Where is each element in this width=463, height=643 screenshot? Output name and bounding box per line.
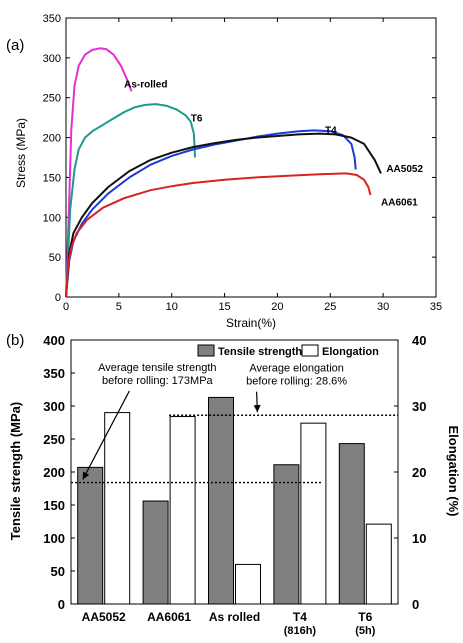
series-label-aa6061: AA6061 — [381, 197, 418, 208]
panel-b-left-tick-label: 200 — [43, 465, 65, 480]
panel-a-x-tick-label: 5 — [116, 301, 122, 313]
category-label-line: (5h) — [355, 625, 376, 637]
legend-swatch-tensile-strength — [197, 344, 215, 357]
panel-b-right-tick-label: 40 — [412, 333, 426, 348]
panel-a-y-tick-label: 0 — [55, 292, 61, 304]
bar-tensile-strength — [273, 464, 300, 605]
panel-b-left-tick-label: 50 — [51, 564, 65, 579]
series-line-aa5052 — [65, 132, 382, 298]
annotation-text-line: before rolling: 173MPa — [102, 375, 214, 387]
category-label-line: (816h) — [284, 625, 317, 637]
annotation-text-line: Average elongation — [249, 363, 344, 375]
panel-a-y-tick-label: 100 — [43, 212, 61, 224]
panel-b-y2-axis-label: Elongation (%) — [446, 426, 461, 517]
series-line-aa6061 — [65, 172, 372, 298]
panel-a-x-tick-label: 15 — [218, 301, 230, 313]
panel-b-right-tick-label: 0 — [412, 597, 419, 612]
series-line-t6 — [65, 103, 196, 298]
panel-a-axes — [65, 17, 437, 298]
category-label: T4 (816h) — [284, 610, 317, 637]
bar-elongation — [235, 563, 261, 605]
category-label: AA6061 — [147, 610, 191, 624]
annotation-text: Average tensile strength before rolling: … — [98, 362, 216, 387]
annotation-arrow — [253, 391, 261, 413]
panel-a-y-tick-label: 250 — [43, 93, 61, 105]
annotation-text-line: before rolling: 28.6% — [246, 376, 347, 388]
panel-a-plot-frame — [65, 17, 437, 298]
series-label-as-rolled: As-rolled — [124, 79, 167, 90]
panel-b-left-tick-label: 0 — [58, 597, 65, 612]
annotation-text-line: Average tensile strength — [98, 362, 216, 374]
panel-a-y-tick-label: 200 — [43, 133, 61, 145]
panel-b-label: (b) — [6, 332, 24, 349]
series-label-t4: T4 — [325, 126, 337, 137]
panel-a-x-tick-label: 10 — [166, 301, 178, 313]
panel-a-y-tick-label: 300 — [43, 53, 61, 65]
bar-tensile-strength — [142, 500, 169, 605]
category-label: As rolled — [209, 610, 260, 624]
panel-b-y-axis-label: Tensile strength (MPa) — [8, 402, 23, 540]
panel-a-x-tick-label: 20 — [271, 301, 283, 313]
panel-b-right-tick-label: 10 — [412, 531, 426, 546]
panel-b-category-labels: AA5052 AA6061 As rolled T4 (816h) T6 (5h) — [82, 610, 376, 637]
category-label-line: AA6061 — [147, 610, 191, 624]
series-label-aa5052: AA5052 — [386, 164, 423, 175]
panel-a-y-tick-label: 350 — [43, 13, 61, 25]
panel-a-y-tick-label: 150 — [43, 172, 61, 184]
annotation-text: Average elongation before rolling: 28.6% — [246, 363, 347, 388]
panel-b-left-tick-label: 100 — [43, 531, 65, 546]
panel-b-left-tick-label: 150 — [43, 498, 65, 513]
panel-b-ticks: 0 50 100 150 200 250 300 350 400 0 10 20 30 40 — [43, 333, 426, 612]
bar-elongation — [169, 416, 196, 605]
panel-b-left-tick-label: 250 — [43, 432, 65, 447]
category-label-line: T4 — [293, 610, 307, 624]
bar-elongation — [365, 523, 392, 605]
category-label-line: As rolled — [209, 610, 260, 624]
panel-a-x-tick-label: 30 — [377, 301, 389, 313]
category-label-line: T6 — [358, 610, 372, 624]
bar-elongation — [104, 412, 131, 605]
panel-a-x-tick-label: 0 — [63, 301, 69, 313]
panel-b-legend: Tensile strength Elongation — [197, 344, 379, 358]
panel-a-y-axis-label: Stress (MPa) — [14, 118, 28, 188]
bar-tensile-strength — [77, 466, 104, 605]
panel-a-y-tick-label: 50 — [49, 252, 61, 264]
panel-b-annotations: Average tensile strength before rolling: … — [82, 362, 347, 480]
category-label: AA5052 — [82, 610, 126, 624]
annotation-arrow — [82, 390, 130, 480]
panel-a-x-axis-label: Strain(%) — [226, 316, 276, 330]
panel-b-left-tick-label: 350 — [43, 366, 65, 381]
panel-a-label: (a) — [6, 37, 24, 54]
panel-b-bars — [77, 396, 392, 605]
series-label-t6: T6 — [191, 114, 203, 125]
panel-b-right-tick-label: 30 — [412, 399, 426, 414]
bar-tensile-strength — [338, 443, 365, 605]
panel-b-bar-chart: (b) Tensile strength (MPa) Elongation (%… — [6, 332, 461, 637]
panel-a-series-labels: As-rolled T6 T4 AA5052 AA6061 — [124, 79, 423, 208]
panel-a-x-tick-label: 25 — [324, 301, 336, 313]
legend-swatch-elongation — [301, 344, 319, 357]
series-line-as-rolled — [65, 47, 133, 298]
legend-label-tensile-strength: Tensile strength — [218, 346, 302, 358]
panel-a-series — [65, 47, 382, 298]
panel-b-left-tick-label: 400 — [43, 333, 65, 348]
category-label: T6 (5h) — [355, 610, 376, 637]
category-label-line: AA5052 — [82, 610, 126, 624]
legend-label-elongation: Elongation — [322, 346, 379, 358]
panel-b-right-tick-label: 20 — [412, 465, 426, 480]
panel-a-x-tick-label: 35 — [430, 301, 442, 313]
panel-b-left-tick-label: 300 — [43, 399, 65, 414]
panel-a-stress-strain-chart: (a) Stress (MPa) Strain(%) 0 5 10 15 20 25 30 3… — [6, 13, 442, 330]
bar-tensile-strength — [208, 396, 234, 605]
bar-elongation — [300, 422, 327, 605]
panel-b-reference-lines — [71, 414, 398, 484]
series-line-t4 — [65, 129, 357, 298]
